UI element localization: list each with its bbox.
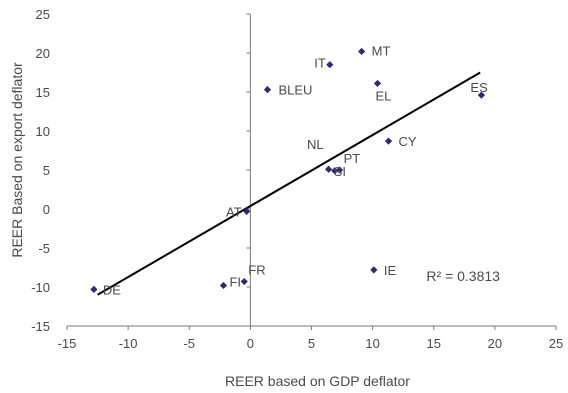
- x-tick-label: 20: [488, 336, 502, 351]
- y-tick-label: 0: [43, 202, 50, 217]
- x-tick-label: 15: [427, 336, 441, 351]
- point-label: DE: [103, 282, 121, 297]
- point-label: SI: [334, 164, 346, 179]
- x-tick-label: 10: [365, 336, 379, 351]
- data-point: [384, 137, 393, 145]
- data-point: [336, 166, 344, 174]
- y-axis-title: REER Based on export deflator: [9, 62, 25, 258]
- y-tick-label: -5: [38, 241, 50, 256]
- point-label: FR: [248, 263, 265, 278]
- r-squared-label: R² = 0.3813: [426, 268, 500, 284]
- data-point: [373, 79, 382, 88]
- x-tick-label: 5: [308, 336, 315, 351]
- point-label: AT: [226, 204, 242, 219]
- data-point: [477, 91, 486, 99]
- x-tick-label: -15: [58, 336, 77, 351]
- point-label: IT: [314, 56, 326, 71]
- data-point: [243, 207, 251, 215]
- x-tick-label: 25: [549, 336, 563, 351]
- y-tick-label: -10: [31, 280, 50, 295]
- y-tick-label: 25: [36, 7, 50, 22]
- y-tick-label: 20: [36, 46, 50, 61]
- point-label: BLEU: [278, 83, 312, 98]
- y-tick-label: 10: [36, 124, 50, 139]
- point-label: MT: [372, 43, 391, 58]
- trendline: [97, 71, 481, 296]
- x-axis-title: REER based on GDP deflator: [225, 373, 410, 389]
- point-label: PT: [344, 151, 361, 166]
- data-point: [263, 86, 272, 94]
- point-label: NL: [307, 137, 324, 152]
- point-label: EL: [376, 88, 392, 103]
- y-tick-label: 5: [43, 163, 50, 178]
- data-point: [331, 167, 339, 175]
- data-point: [325, 165, 333, 173]
- data-point: [358, 47, 366, 56]
- point-label: ES: [470, 80, 488, 95]
- data-point: [326, 61, 334, 69]
- axes: -15 -10 -5 0 5 10 15 20 25 -15 -10 -5 0 5 10 15 20 25: [31, 7, 563, 351]
- data-point: [370, 266, 378, 274]
- data-point: [219, 281, 228, 290]
- point-label: FI: [229, 274, 241, 289]
- data-point: [240, 277, 248, 286]
- data-point: [90, 285, 98, 293]
- point-label: IE: [384, 263, 397, 278]
- point-label: CY: [399, 134, 417, 149]
- y-tick-label: 15: [36, 85, 50, 100]
- y-tick-label: -15: [31, 319, 50, 334]
- x-tick-label: -10: [119, 336, 138, 351]
- points-layer: [90, 47, 486, 293]
- x-tick-label: 0: [247, 336, 254, 351]
- x-tick-label: -5: [183, 336, 195, 351]
- trendline-layer: [97, 71, 481, 296]
